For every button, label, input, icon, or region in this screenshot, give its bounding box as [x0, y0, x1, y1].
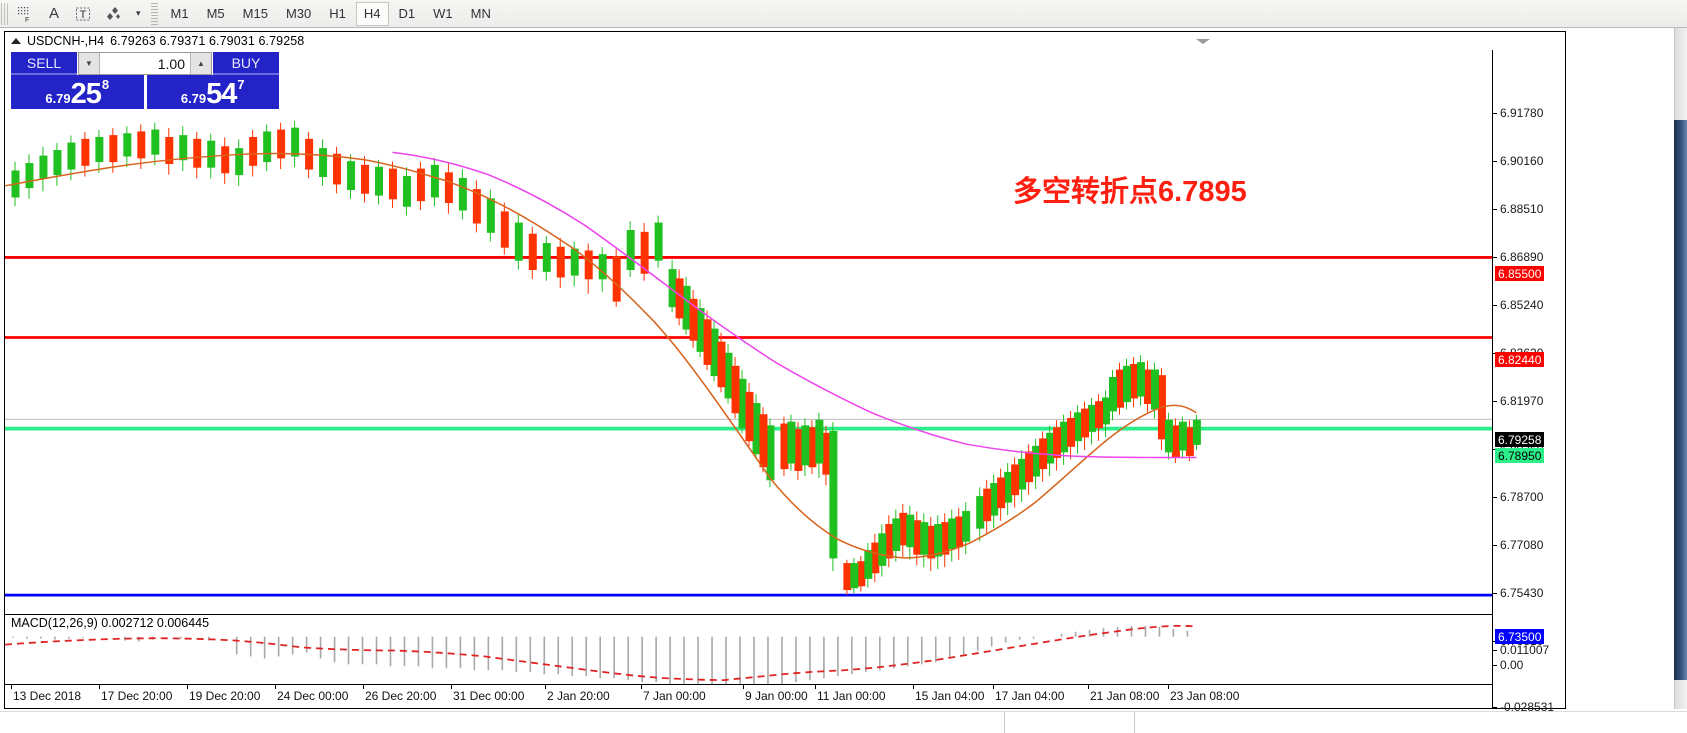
price-tag-last-price[interactable]: 6.79258 [1495, 432, 1545, 447]
price-tick: 6.90160 [1493, 154, 1543, 168]
toolbar-drag-handle[interactable] [1, 2, 8, 25]
shapes-icon[interactable] [99, 2, 129, 26]
price-tick: 6.85240 [1493, 298, 1543, 312]
time-label: 7 Jan 00:00 [643, 689, 706, 703]
text-label-icon[interactable]: T [69, 2, 97, 26]
macd-subwindow[interactable]: MACD(12,26,9) 0.002712 0.006445 [5, 614, 1492, 686]
status-segment-2 [1134, 711, 1294, 733]
toolbar: F A T ▾ M1 M5 M15 M30 H1 H4 D1 W1 MN [0, 0, 1687, 28]
price-tag-resistance-2[interactable]: 6.82440 [1495, 352, 1545, 367]
timeframe-m15[interactable]: M15 [242, 6, 268, 21]
ohlc-values: 6.79263 6.79371 6.79031 6.79258 [110, 33, 305, 48]
ask-price-main: 54 [206, 78, 237, 109]
ask-price-prefix: 6.79 [180, 91, 207, 106]
timeframe-d1[interactable]: D1 [398, 6, 416, 21]
timeframe-h4[interactable]: H4 [355, 1, 389, 26]
price-tick: 6.75430 [1493, 586, 1543, 600]
time-label: 24 Dec 00:00 [277, 689, 349, 703]
ma-slow-line [392, 151, 1197, 459]
chart-frame: USDCNH-,H4 6.79263 6.79371 6.79031 6.792… [4, 31, 1566, 714]
bid-price[interactable]: 6.79 25 8 [11, 75, 144, 109]
price-tick: 6.81970 [1493, 394, 1543, 408]
macd-svg [5, 624, 1197, 685]
timeframe-m5[interactable]: M5 [206, 6, 225, 21]
price-tick: 6.78700 [1493, 490, 1543, 504]
volume-input[interactable]: 1.00 [100, 53, 190, 74]
indicators-icon[interactable]: F [11, 2, 39, 26]
time-label: 19 Dec 20:00 [189, 689, 261, 703]
symbol-name: USDCNH-,H4 [27, 33, 105, 48]
chevron-down-icon[interactable]: ▾ [136, 8, 141, 18]
toolbar-separator [150, 2, 158, 25]
macd-histogram [12, 625, 1189, 685]
price-chart-svg [5, 120, 1492, 597]
time-label: 17 Dec 20:00 [101, 689, 173, 703]
bid-price-point: 8 [101, 77, 110, 92]
macd-tick-min: -0.028531 [1493, 700, 1554, 714]
time-scale[interactable]: 13 Dec 2018 17 Dec 20:00 19 Dec 20:00 24… [5, 684, 1492, 708]
macd-signal-line [5, 624, 1197, 681]
timeframe-h1[interactable]: H1 [329, 6, 346, 21]
bid-price-prefix: 6.79 [45, 91, 71, 106]
ask-price[interactable]: 6.79 54 7 [146, 75, 279, 109]
candlestick-series [11, 120, 1201, 596]
status-segment-1 [1004, 711, 1134, 733]
timeframe-m30[interactable]: M30 [285, 6, 312, 21]
chart-collapse-handle[interactable] [1196, 31, 1210, 44]
time-label: 31 Dec 00:00 [453, 689, 525, 703]
chart-annotation-label[interactable]: 多空转折点6.7895 [1013, 176, 1247, 208]
price-plot-area[interactable]: 多空转折点6.7895 [5, 50, 1492, 664]
timeframe-w1[interactable]: W1 [433, 6, 453, 21]
time-label: 11 Jan 00:00 [817, 689, 886, 703]
volume-stepper[interactable]: ▼ 1.00 ▲ [78, 52, 212, 75]
collapse-triangle-icon[interactable] [11, 37, 21, 44]
trade-panel-controls: SELL ▼ 1.00 ▲ BUY [11, 52, 279, 75]
macd-tick-zero: 0.00 [1493, 658, 1523, 672]
bid-price-main: 25 [70, 78, 102, 109]
sell-button[interactable]: SELL [11, 52, 77, 75]
time-label: 9 Jan 00:00 [745, 689, 808, 703]
price-tag-pivot[interactable]: 6.78950 [1495, 448, 1545, 463]
trade-panel-quotes: 6.79 25 8 6.79 54 7 [11, 75, 279, 109]
ma-fast-line [5, 152, 1197, 559]
time-label: 17 Jan 04:00 [995, 689, 1065, 703]
price-tick: 6.91780 [1493, 106, 1543, 120]
buy-button[interactable]: BUY [213, 52, 279, 75]
time-label: 23 Jan 08:00 [1170, 689, 1240, 703]
text-object-icon[interactable]: A [48, 5, 59, 22]
price-scale[interactable]: 6.91780 6.90160 6.88510 6.86890 6.85240 … [1492, 50, 1565, 714]
symbol-header: USDCNH-,H4 6.79263 6.79371 6.79031 6.792… [5, 32, 1565, 49]
ask-price-point: 7 [237, 77, 245, 92]
timeframe-mn[interactable]: MN [470, 6, 491, 21]
time-label: 15 Jan 04:00 [915, 689, 985, 703]
time-label: 2 Jan 20:00 [547, 689, 610, 703]
one-click-trading-panel[interactable]: SELL ▼ 1.00 ▲ BUY 6.79 25 8 6.79 54 7 [11, 52, 279, 109]
time-label: 13 Dec 2018 [13, 689, 82, 703]
time-label: 26 Dec 20:00 [365, 689, 437, 703]
price-tick: 6.86890 [1493, 250, 1543, 264]
macd-label: MACD(12,26,9) 0.002712 0.006445 [11, 616, 210, 630]
svg-text:T: T [80, 9, 87, 21]
bottom-status-strip [0, 711, 1687, 733]
time-label: 21 Jan 08:00 [1090, 689, 1160, 703]
svg-text:F: F [25, 17, 29, 23]
vertical-scrollbar[interactable] [1674, 120, 1687, 680]
price-tick: 6.77080 [1493, 538, 1543, 552]
price-tick: 6.88510 [1493, 202, 1543, 216]
macd-tick-max: 0.011007 [1493, 643, 1549, 657]
volume-increase-icon[interactable]: ▲ [190, 53, 211, 74]
price-tag-support[interactable]: 6.73500 [1495, 629, 1545, 644]
volume-decrease-icon[interactable]: ▼ [79, 53, 100, 74]
price-tag-resistance-1[interactable]: 6.85500 [1495, 266, 1545, 281]
timeframe-m1[interactable]: M1 [170, 6, 189, 21]
